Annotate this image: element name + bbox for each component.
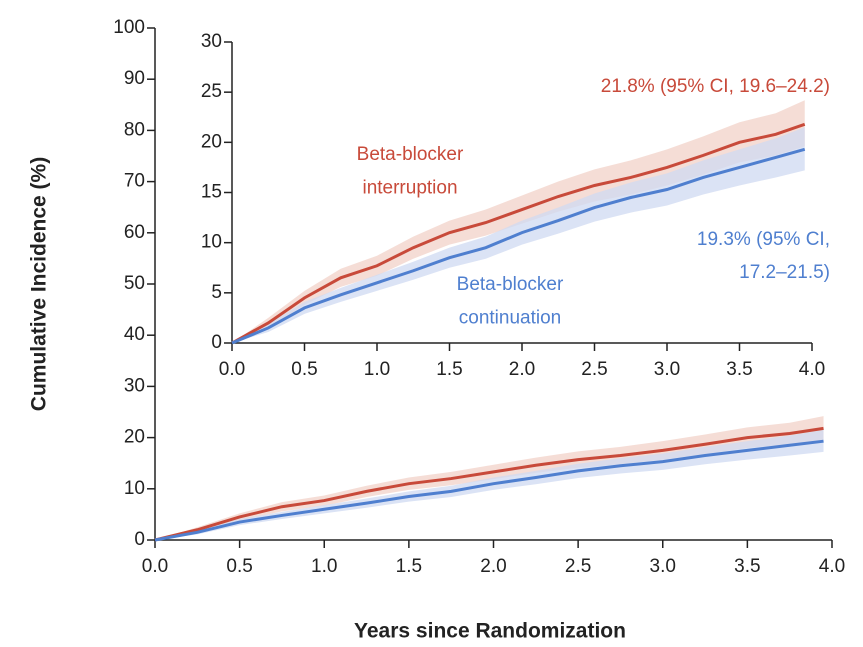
y-axis-title: Cumulative Incidence (%) bbox=[28, 157, 51, 411]
series-label: Beta-blocker continuation bbox=[457, 274, 564, 328]
y-tick-label: 20 bbox=[201, 131, 222, 152]
end-label: 17.2–21.5) bbox=[739, 262, 830, 283]
y-tick-label: 10 bbox=[124, 478, 145, 499]
x-tick-label: 0.5 bbox=[291, 359, 317, 380]
end-label: 19.3% (95% CI, bbox=[697, 229, 830, 250]
y-tick-label: 25 bbox=[201, 81, 222, 102]
x-tick-label: 3.5 bbox=[726, 359, 752, 380]
x-axis-title: Years since Randomization bbox=[354, 620, 626, 643]
y-tick-label: 20 bbox=[124, 427, 145, 448]
y-tick-label: 90 bbox=[124, 68, 145, 89]
y-tick-label: 30 bbox=[201, 31, 222, 52]
series-label: Beta-blocker interruption bbox=[357, 144, 464, 198]
x-tick-label: 3.5 bbox=[734, 556, 760, 577]
y-tick-label: 5 bbox=[211, 282, 222, 303]
x-tick-label: 0.0 bbox=[219, 359, 245, 380]
x-tick-label: 1.0 bbox=[311, 556, 337, 577]
x-tick-label: 4.0 bbox=[799, 359, 825, 380]
x-tick-label: 2.0 bbox=[509, 359, 535, 380]
y-tick-label: 100 bbox=[113, 17, 145, 38]
y-tick-label: 70 bbox=[124, 171, 145, 192]
x-tick-label: 4.0 bbox=[819, 556, 845, 577]
line bbox=[154, 426, 824, 542]
x-tick-label: 0.5 bbox=[226, 556, 252, 577]
y-tick-label: 40 bbox=[124, 324, 145, 345]
y-tick-label: 10 bbox=[201, 232, 222, 253]
line bbox=[231, 122, 806, 345]
y-tick-label: 60 bbox=[124, 222, 145, 243]
end-label: 21.8% (95% CI, 19.6–24.2) bbox=[601, 76, 830, 97]
x-tick-label: 2.5 bbox=[565, 556, 591, 577]
line bbox=[231, 147, 806, 345]
x-tick-label: 1.0 bbox=[364, 359, 390, 380]
y-tick-label: 15 bbox=[201, 182, 222, 203]
x-tick-label: 3.0 bbox=[654, 359, 680, 380]
y-tick-label: 30 bbox=[124, 375, 145, 396]
x-tick-label: 0.0 bbox=[142, 556, 168, 577]
x-tick-label: 1.5 bbox=[436, 359, 462, 380]
y-tick-label: 80 bbox=[124, 119, 145, 140]
y-tick-label: 0 bbox=[211, 332, 222, 353]
ci-band bbox=[232, 100, 805, 344]
y-tick-label: 50 bbox=[124, 273, 145, 294]
y-tick-label: 0 bbox=[134, 529, 145, 550]
ci-band bbox=[155, 416, 824, 540]
line bbox=[154, 439, 824, 542]
x-tick-label: 2.5 bbox=[581, 359, 607, 380]
x-tick-label: 3.0 bbox=[650, 556, 676, 577]
x-tick-label: 1.5 bbox=[396, 556, 422, 577]
x-tick-label: 2.0 bbox=[480, 556, 506, 577]
